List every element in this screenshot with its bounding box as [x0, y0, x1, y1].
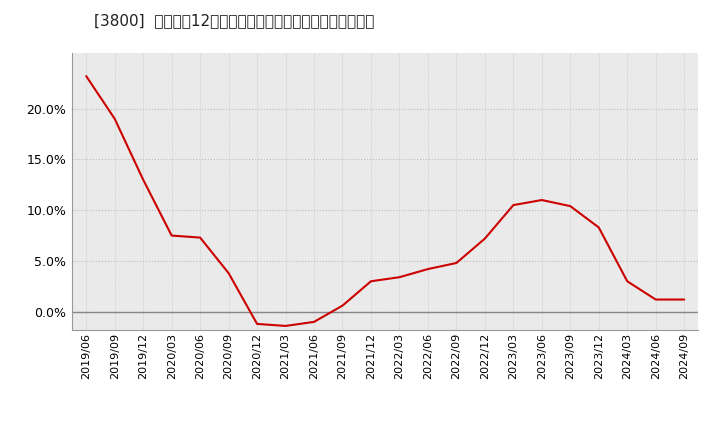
Text: [3800]  売上高の12か月移動合計の対前年同期増減率の推移: [3800] 売上高の12か月移動合計の対前年同期増減率の推移	[94, 13, 374, 28]
